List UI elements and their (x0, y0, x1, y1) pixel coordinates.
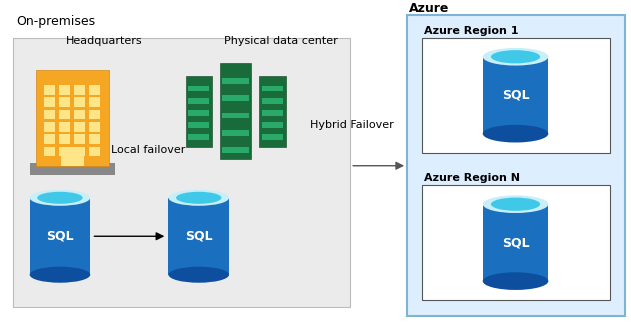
FancyBboxPatch shape (262, 110, 283, 116)
FancyBboxPatch shape (44, 110, 56, 119)
FancyBboxPatch shape (74, 85, 85, 95)
FancyBboxPatch shape (259, 76, 286, 146)
FancyBboxPatch shape (483, 204, 548, 281)
FancyBboxPatch shape (30, 163, 115, 175)
FancyBboxPatch shape (188, 86, 209, 91)
Ellipse shape (483, 125, 548, 142)
FancyBboxPatch shape (89, 122, 100, 132)
FancyBboxPatch shape (59, 146, 70, 156)
FancyBboxPatch shape (422, 37, 610, 153)
Text: SQL: SQL (502, 236, 529, 249)
FancyBboxPatch shape (222, 95, 249, 101)
FancyBboxPatch shape (422, 185, 610, 300)
FancyBboxPatch shape (30, 198, 90, 275)
FancyBboxPatch shape (13, 37, 350, 307)
FancyBboxPatch shape (220, 63, 251, 159)
Ellipse shape (491, 198, 540, 211)
FancyBboxPatch shape (89, 85, 100, 95)
FancyBboxPatch shape (168, 198, 229, 275)
Text: SQL: SQL (46, 230, 74, 243)
FancyBboxPatch shape (61, 146, 84, 166)
Text: Azure: Azure (409, 2, 449, 15)
FancyBboxPatch shape (44, 122, 56, 132)
FancyBboxPatch shape (222, 78, 249, 84)
Ellipse shape (37, 192, 83, 204)
FancyBboxPatch shape (44, 97, 56, 107)
FancyBboxPatch shape (59, 122, 70, 132)
Ellipse shape (168, 267, 229, 283)
Ellipse shape (483, 195, 548, 213)
FancyBboxPatch shape (262, 134, 283, 140)
Ellipse shape (168, 190, 229, 206)
FancyBboxPatch shape (59, 85, 70, 95)
FancyBboxPatch shape (89, 110, 100, 119)
FancyBboxPatch shape (262, 98, 283, 104)
Text: On-premises: On-premises (16, 15, 95, 28)
FancyBboxPatch shape (222, 112, 249, 118)
FancyBboxPatch shape (222, 130, 249, 136)
FancyBboxPatch shape (262, 122, 283, 128)
FancyBboxPatch shape (44, 146, 56, 156)
FancyBboxPatch shape (74, 122, 85, 132)
FancyBboxPatch shape (59, 134, 70, 144)
FancyBboxPatch shape (89, 146, 100, 156)
Ellipse shape (30, 190, 90, 206)
Text: Physical data center: Physical data center (224, 36, 338, 46)
Ellipse shape (30, 267, 90, 283)
Ellipse shape (491, 50, 540, 63)
FancyBboxPatch shape (74, 97, 85, 107)
Ellipse shape (176, 192, 221, 204)
FancyBboxPatch shape (188, 134, 209, 140)
FancyBboxPatch shape (222, 147, 249, 153)
FancyBboxPatch shape (186, 76, 212, 146)
FancyBboxPatch shape (44, 85, 56, 95)
FancyBboxPatch shape (262, 86, 283, 91)
Ellipse shape (483, 48, 548, 66)
Text: SQL: SQL (502, 89, 529, 102)
Ellipse shape (483, 272, 548, 290)
FancyBboxPatch shape (74, 134, 85, 144)
Text: Local failover: Local failover (111, 144, 186, 155)
Text: Hybrid Failover: Hybrid Failover (310, 121, 394, 130)
FancyBboxPatch shape (74, 146, 85, 156)
FancyBboxPatch shape (188, 122, 209, 128)
FancyBboxPatch shape (483, 57, 548, 134)
Text: Azure Region N: Azure Region N (424, 173, 520, 183)
Text: Headquarters: Headquarters (66, 36, 143, 46)
FancyBboxPatch shape (188, 110, 209, 116)
FancyBboxPatch shape (74, 110, 85, 119)
FancyBboxPatch shape (407, 15, 625, 317)
FancyBboxPatch shape (44, 134, 56, 144)
FancyBboxPatch shape (188, 98, 209, 104)
FancyBboxPatch shape (59, 97, 70, 107)
Text: Azure Region 1: Azure Region 1 (424, 26, 519, 36)
FancyBboxPatch shape (37, 69, 109, 166)
Text: SQL: SQL (185, 230, 213, 243)
FancyBboxPatch shape (89, 97, 100, 107)
FancyBboxPatch shape (59, 110, 70, 119)
FancyBboxPatch shape (89, 134, 100, 144)
